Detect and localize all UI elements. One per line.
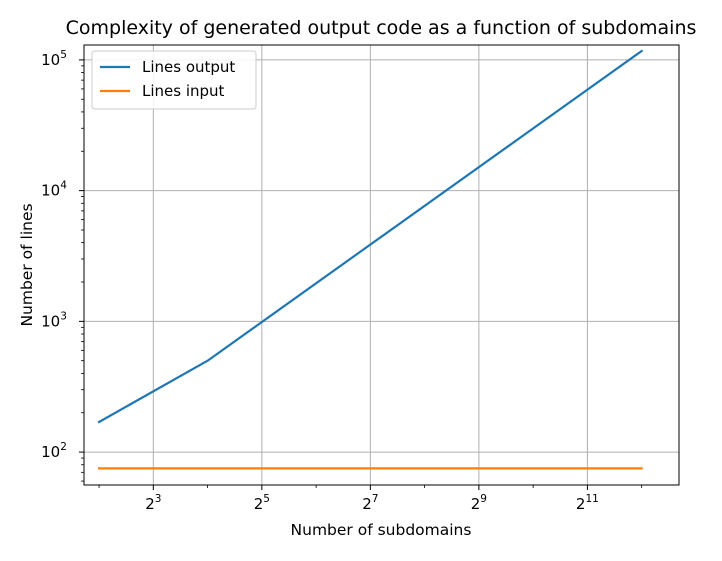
- y-axis-label: Number of lines: [18, 203, 36, 326]
- y-tick-label: 103: [41, 310, 67, 330]
- x-axis-label: Number of subdomains: [291, 521, 472, 539]
- series-line-lines-output: [97, 49, 644, 424]
- legend: Lines output Lines input: [91, 50, 257, 110]
- x-tick-label: 25: [254, 493, 270, 513]
- y-tick-label: 102: [41, 441, 67, 461]
- x-tick-label: 211: [576, 493, 599, 513]
- axis-ticks: 23 25 27 29 211 102 103 104 105: [41, 49, 643, 513]
- plot-area-frame: [83, 44, 680, 486]
- x-tick-label: 23: [145, 493, 161, 513]
- grid: [84, 45, 679, 485]
- legend-label: Lines input: [142, 82, 225, 100]
- series-lines: [97, 49, 644, 470]
- legend-label: Lines output: [142, 58, 235, 76]
- x-tick-label: 29: [471, 493, 487, 513]
- y-tick-label: 104: [41, 180, 67, 200]
- legend-box: [91, 50, 257, 110]
- x-tick-label: 27: [362, 493, 378, 513]
- y-tick-label: 105: [41, 49, 67, 69]
- chart-title: Complexity of generated output code as a…: [66, 17, 697, 39]
